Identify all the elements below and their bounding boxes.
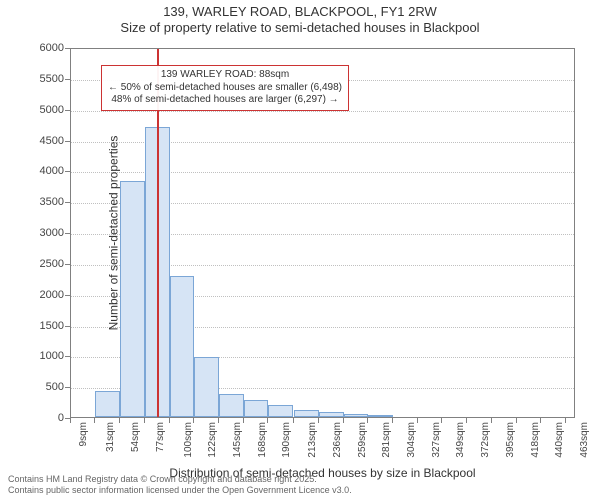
x-tick-mark (466, 418, 467, 423)
x-tick-label: 100sqm (183, 422, 194, 458)
y-tick-mark (65, 356, 70, 357)
x-tick-mark (441, 418, 442, 423)
x-tick-mark (367, 418, 368, 423)
annotation-line: 48% of semi-detached houses are larger (… (108, 94, 342, 107)
y-tick-label: 1500 (40, 320, 64, 332)
x-tick-label: 145sqm (232, 422, 243, 458)
y-tick-mark (65, 110, 70, 111)
x-tick-label: 213sqm (306, 422, 317, 458)
y-tick-mark (65, 202, 70, 203)
plot-area: 139 WARLEY ROAD: 88sqm← 50% of semi-deta… (70, 48, 575, 418)
histogram-bar (170, 276, 194, 417)
attribution-footer: Contains HM Land Registry data © Crown c… (8, 474, 352, 496)
y-tick-label: 3000 (40, 227, 64, 239)
x-tick-mark (491, 418, 492, 423)
x-tick-label: 281sqm (380, 422, 391, 458)
histogram-bar (268, 405, 293, 417)
annotation-line: 139 WARLEY ROAD: 88sqm (108, 69, 342, 82)
x-tick-label: 259sqm (356, 422, 367, 458)
y-tick-label: 4500 (40, 135, 64, 147)
histogram-bar (319, 412, 344, 417)
x-tick-label: 463sqm (579, 422, 590, 458)
y-tick-mark (65, 387, 70, 388)
x-tick-mark (565, 418, 566, 423)
x-tick-mark (243, 418, 244, 423)
y-tick-label: 0 (58, 412, 64, 424)
annotation-line: ← 50% of semi-detached houses are smalle… (108, 82, 342, 95)
y-tick-label: 500 (46, 381, 64, 393)
x-tick-label: 418sqm (530, 422, 541, 458)
histogram-chart: 139 WARLEY ROAD: 88sqm← 50% of semi-deta… (70, 48, 575, 418)
x-tick-label: 304sqm (406, 422, 417, 458)
y-tick-mark (65, 48, 70, 49)
x-tick-label: 327sqm (431, 422, 442, 458)
x-tick-mark (516, 418, 517, 423)
x-tick-label: 395sqm (505, 422, 516, 458)
x-tick-label: 122sqm (207, 422, 218, 458)
x-tick-mark (318, 418, 319, 423)
x-tick-mark (392, 418, 393, 423)
gridline (71, 111, 574, 112)
x-tick-mark (94, 418, 95, 423)
y-tick-mark (65, 141, 70, 142)
x-tick-label: 31sqm (105, 422, 116, 452)
x-tick-mark (70, 418, 71, 423)
histogram-bar (368, 415, 393, 417)
y-tick-mark (65, 264, 70, 265)
y-tick-label: 3500 (40, 196, 64, 208)
histogram-bar (194, 357, 219, 417)
footer-line-1: Contains HM Land Registry data © Crown c… (8, 474, 352, 485)
x-tick-label: 77sqm (155, 422, 166, 452)
y-tick-label: 2500 (40, 258, 64, 270)
x-tick-mark (267, 418, 268, 423)
x-tick-mark (417, 418, 418, 423)
y-tick-mark (65, 326, 70, 327)
y-tick-mark (65, 79, 70, 80)
x-tick-label: 236sqm (331, 422, 342, 458)
histogram-bar (294, 410, 319, 417)
x-tick-mark (144, 418, 145, 423)
x-tick-mark (193, 418, 194, 423)
chart-title-block: 139, WARLEY ROAD, BLACKPOOL, FY1 2RW Siz… (0, 0, 600, 37)
x-tick-label: 372sqm (480, 422, 491, 458)
y-axis-title: Number of semi-detached properties (106, 136, 120, 331)
x-tick-mark (169, 418, 170, 423)
histogram-bar (120, 181, 145, 417)
x-tick-label: 190sqm (281, 422, 292, 458)
x-tick-mark (119, 418, 120, 423)
x-tick-mark (343, 418, 344, 423)
y-tick-mark (65, 233, 70, 234)
x-tick-label: 168sqm (257, 422, 268, 458)
x-tick-mark (293, 418, 294, 423)
histogram-bar (95, 391, 120, 417)
x-tick-label: 54sqm (130, 422, 141, 452)
y-tick-label: 2000 (40, 289, 64, 301)
title-line-1: 139, WARLEY ROAD, BLACKPOOL, FY1 2RW (0, 4, 600, 20)
x-tick-mark (218, 418, 219, 423)
x-tick-label: 440sqm (554, 422, 565, 458)
y-tick-label: 1000 (40, 350, 64, 362)
x-tick-label: 9sqm (78, 422, 89, 446)
annotation-box: 139 WARLEY ROAD: 88sqm← 50% of semi-deta… (101, 65, 349, 111)
histogram-bar (219, 394, 244, 417)
title-line-2: Size of property relative to semi-detach… (0, 20, 600, 36)
y-tick-label: 6000 (40, 42, 64, 54)
footer-line-2: Contains public sector information licen… (8, 485, 352, 496)
x-tick-label: 349sqm (455, 422, 466, 458)
histogram-bar (344, 414, 368, 417)
y-tick-mark (65, 171, 70, 172)
x-tick-mark (540, 418, 541, 423)
histogram-bar (244, 400, 268, 417)
y-tick-label: 5000 (40, 104, 64, 116)
y-tick-mark (65, 295, 70, 296)
y-tick-label: 5500 (40, 73, 64, 85)
y-tick-label: 4000 (40, 165, 64, 177)
